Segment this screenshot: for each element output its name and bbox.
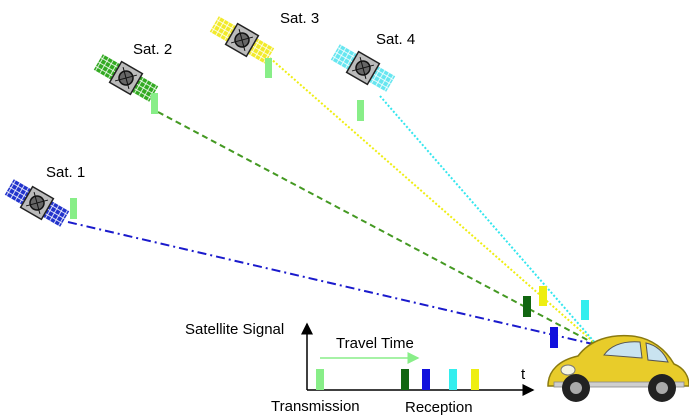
timeline-x-axis-label: t <box>521 366 526 383</box>
signal-line-sat1 <box>67 221 598 346</box>
signal-block-sat2-tx <box>151 93 158 114</box>
travel-time-label: Travel Time <box>336 335 414 352</box>
timeline-block-sat3 <box>471 369 479 390</box>
timeline-block-sat1 <box>422 369 430 390</box>
timeline-block-transmission <box>316 369 324 390</box>
sat3-label: Sat. 3 <box>280 10 320 27</box>
signal-block-sat1-rx <box>550 327 558 348</box>
signal-block-sat4-tx <box>357 100 364 121</box>
car-icon <box>547 334 689 402</box>
timeline-block-sat4 <box>449 369 457 390</box>
sat1-label: Sat. 1 <box>46 164 86 181</box>
timeline-block-sat2 <box>401 369 409 390</box>
signal-block-sat3-rx <box>539 286 547 306</box>
signal-line-sat2 <box>157 111 598 346</box>
reception-label: Reception <box>405 399 473 416</box>
sat2-label: Sat. 2 <box>133 41 173 58</box>
signal-block-sat3-tx <box>265 58 272 78</box>
transmission-label: Transmission <box>271 398 360 415</box>
signal-block-sat1-tx <box>70 198 77 219</box>
satellite-4-icon <box>330 44 396 92</box>
satellite-2-icon <box>93 54 159 102</box>
timeline-y-axis-label: Satellite Signal <box>185 321 285 338</box>
satellite-1-icon <box>4 179 70 227</box>
signal-line-sat4 <box>379 95 598 346</box>
signal-line-sat3 <box>269 57 598 346</box>
signal-block-sat4-rx <box>581 300 589 320</box>
signal-block-sat2-rx <box>523 296 531 317</box>
satellite-3-icon <box>209 16 275 64</box>
sat4-label: Sat. 4 <box>376 31 416 48</box>
